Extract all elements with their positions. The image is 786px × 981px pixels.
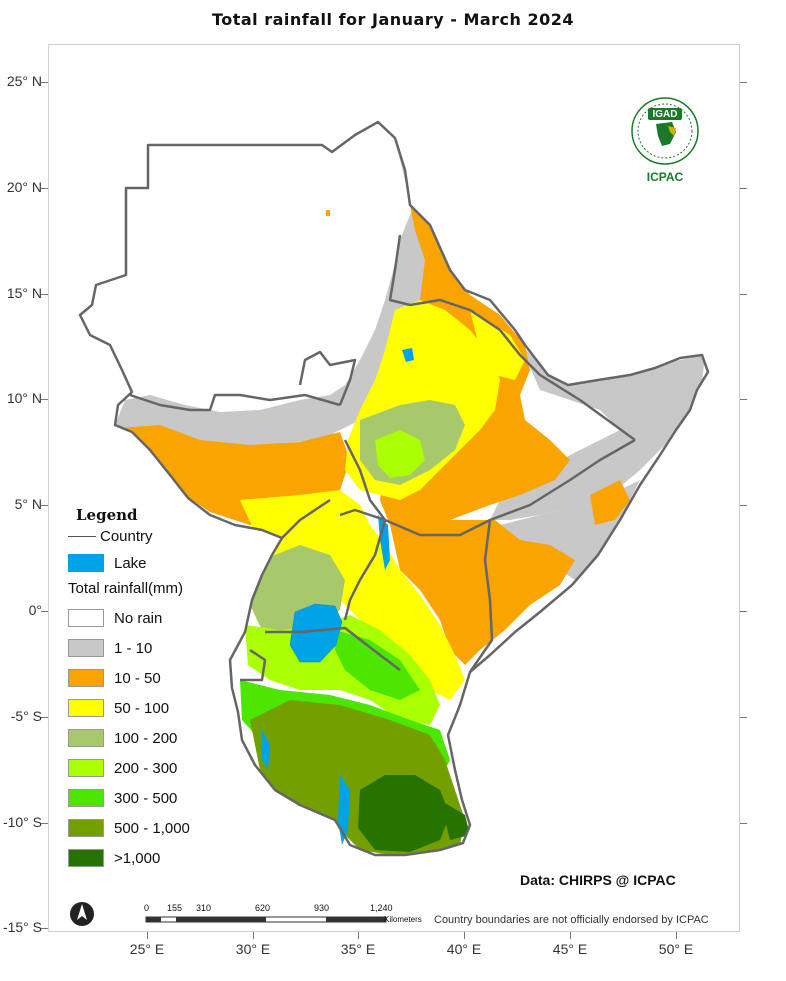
legend-class: 50 - 100 (68, 693, 278, 723)
class-swatch (68, 639, 104, 657)
lat-tick (41, 611, 48, 612)
class-label: 100 - 200 (114, 729, 178, 747)
lat-tick (740, 399, 747, 400)
lat-tick (41, 399, 48, 400)
lat-tick (41, 82, 48, 83)
lon-tick (253, 932, 254, 939)
legend-class: 100 - 200 (68, 723, 278, 753)
scale-unit: Kilometers (384, 915, 422, 924)
lake-swatch (68, 554, 104, 572)
legend-country: Country (68, 524, 278, 548)
lat-tick (41, 717, 48, 718)
lon-label-50e: 50° E (658, 941, 694, 957)
class-label: 1 - 10 (114, 639, 153, 657)
legend-class: 300 - 500 (68, 783, 278, 813)
lon-tick (676, 932, 677, 939)
lat-tick (740, 82, 747, 83)
lat-tick (41, 294, 48, 295)
legend-lake: Lake (68, 548, 278, 578)
legend-class: 500 - 1,000 (68, 813, 278, 843)
lat-tick (41, 505, 48, 506)
lat-label-5s: -5° S (10, 708, 42, 724)
north-arrow-icon (70, 902, 94, 926)
class-label: No rain (114, 609, 163, 627)
lat-tick (41, 188, 48, 189)
class-swatch (68, 819, 104, 837)
logo-bottom-text: ICPAC (646, 170, 684, 184)
map-frame (48, 44, 740, 932)
disclaimer: Country boundaries are not officially en… (434, 914, 709, 926)
class-label: 50 - 100 (114, 699, 170, 717)
logo-top-text: IGAD (652, 109, 678, 120)
legend-title: Legend (76, 506, 138, 524)
icpac-logo (631, 97, 699, 165)
lat-label-25n: 25° N (6, 73, 42, 89)
lon-label-25e: 25° E (129, 941, 165, 957)
lon-label-45e: 45° E (552, 941, 588, 957)
lat-tick (740, 188, 747, 189)
lat-tick (41, 823, 48, 824)
scale-tick: 930 (314, 903, 330, 913)
legend-lake-label: Lake (114, 554, 147, 572)
lat-tick (740, 823, 747, 824)
lat-tick (740, 717, 747, 718)
legend-country-label: Country (100, 527, 153, 545)
class-swatch (68, 609, 104, 627)
class-swatch (68, 699, 104, 717)
legend-rainfall-title: Total rainfall(mm) (68, 580, 184, 597)
lat-tick (41, 928, 48, 929)
class-label: 200 - 300 (114, 759, 178, 777)
lat-label-10n: 10° N (6, 390, 42, 406)
scale-bar: 0 155 310 620 930 1,240 Kilometers (144, 903, 434, 934)
scale-tick: 310 (196, 903, 212, 913)
scale-tick: 620 (255, 903, 271, 913)
class-label: >1,000 (114, 849, 161, 867)
class-swatch (68, 669, 104, 687)
lat-label-15n: 15° N (6, 285, 42, 301)
class-label: 500 - 1,000 (114, 819, 190, 837)
data-credit: Data: CHIRPS @ ICPAC (520, 872, 676, 888)
country-line-icon (68, 535, 96, 537)
class-swatch (68, 849, 104, 867)
class-swatch (68, 759, 104, 777)
scale-tick: 0 (144, 903, 150, 913)
lon-tick (147, 932, 148, 939)
lon-tick (464, 932, 465, 939)
map-title: Total rainfall for January - March 2024 (211, 10, 575, 29)
lon-label-35e: 35° E (340, 941, 376, 957)
lat-tick (740, 505, 747, 506)
lat-label-20n: 20° N (6, 179, 42, 195)
legend-class: 10 - 50 (68, 663, 278, 693)
class-swatch (68, 789, 104, 807)
lon-label-30e: 30° E (235, 941, 271, 957)
lat-label-5n: 5° N (14, 496, 42, 512)
scale-tick: 1,240 (370, 903, 393, 913)
legend-class: 200 - 300 (68, 753, 278, 783)
legend: Legend Country Lake Total rainfall(mm) N… (68, 506, 278, 873)
legend-class: >1,000 (68, 843, 278, 873)
lat-label-15s: -15° S (2, 919, 42, 935)
lat-tick (740, 294, 747, 295)
lon-label-40e: 40° E (446, 941, 482, 957)
lon-tick (358, 932, 359, 939)
lon-tick (570, 932, 571, 939)
scale-tick: 155 (167, 903, 183, 913)
legend-class: No rain (68, 603, 278, 633)
legend-classes: No rain 1 - 10 10 - 50 50 - 100 100 - 20… (68, 603, 278, 873)
class-label: 10 - 50 (114, 669, 161, 687)
lat-label-10s: -10° S (2, 814, 42, 830)
class-swatch (68, 729, 104, 747)
scale-bar-graphic (145, 916, 387, 923)
lat-tick (740, 611, 747, 612)
legend-class: 1 - 10 (68, 633, 278, 663)
lat-label-0: 0° (28, 602, 42, 618)
class-label: 300 - 500 (114, 789, 178, 807)
